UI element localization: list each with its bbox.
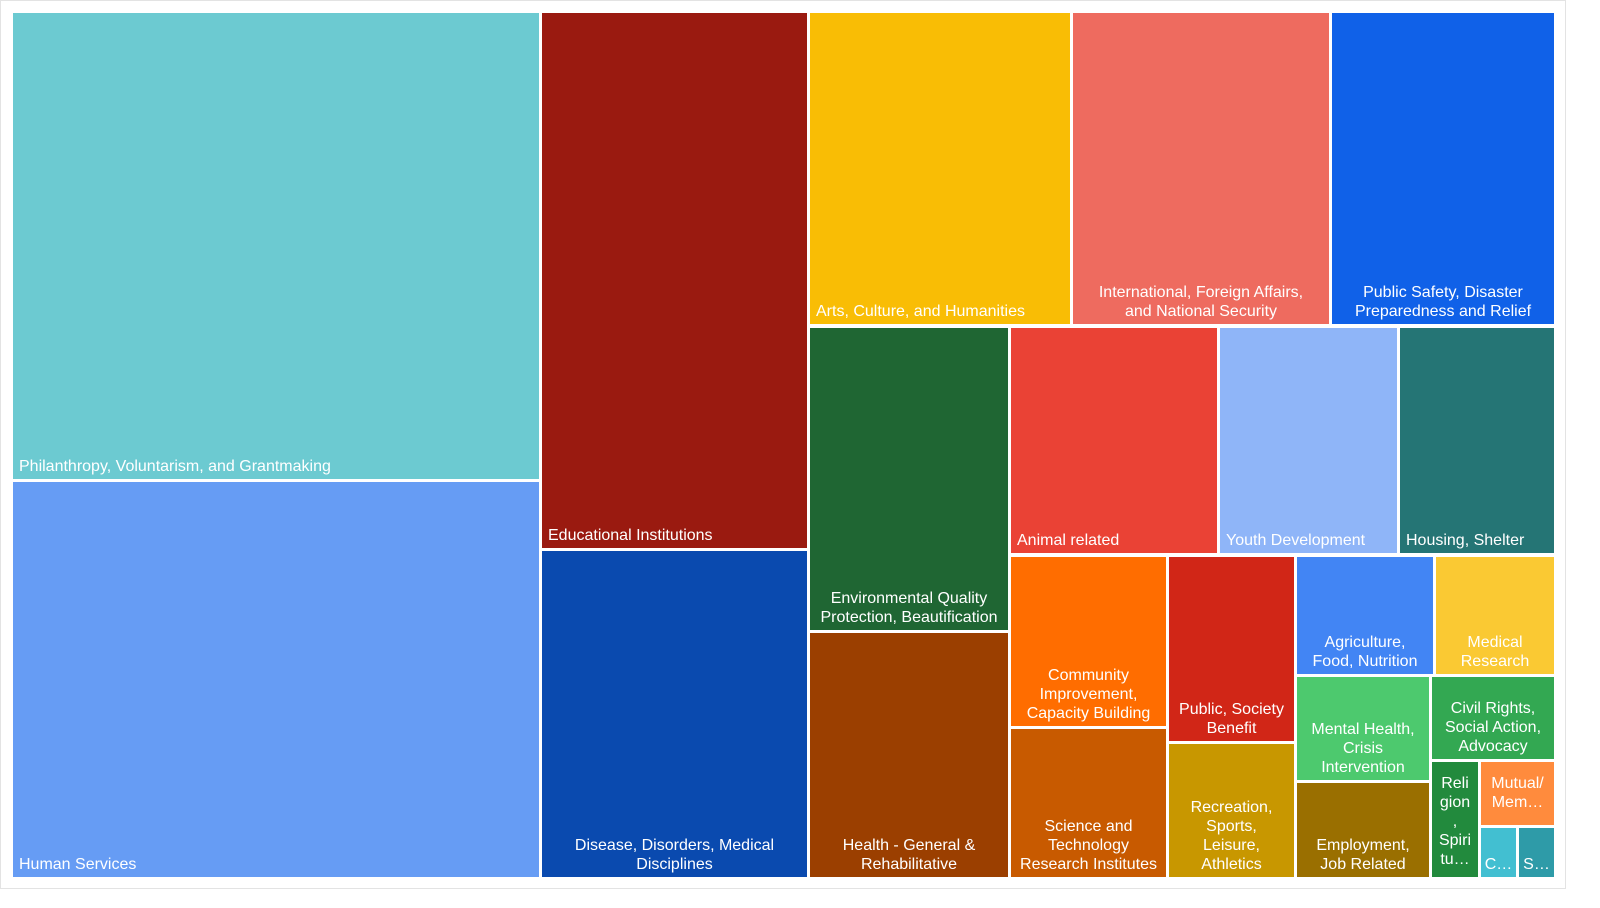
treemap-tile-rect: [1073, 13, 1329, 324]
treemap-tile-human-services[interactable]: Human Services: [13, 482, 539, 877]
treemap-tile-label: Human Services: [19, 856, 136, 873]
treemap-tile-label: Animal related: [1017, 532, 1119, 549]
treemap-tile-rect: [810, 633, 1008, 877]
treemap-tile-label: Employment, Job Related: [1316, 837, 1409, 873]
treemap-tile-rect: [1481, 762, 1554, 825]
treemap-tile-youth-development[interactable]: Youth Development: [1220, 328, 1397, 553]
treemap-tile-public-safety-disaster-preparedness-and-relief[interactable]: Public Safety, Disaster Preparedness and …: [1332, 13, 1554, 324]
treemap-tile-label: C…: [1485, 856, 1513, 873]
treemap-tile-rect: [1400, 328, 1554, 553]
treemap-tile-label: Community Improvement, Capacity Building: [1027, 667, 1151, 722]
treemap-tile-rect: [1011, 729, 1166, 877]
treemap-tile-rect: [1011, 557, 1166, 726]
treemap-tile-recreation-sports-leisure-athletics[interactable]: Recreation, Sports, Leisure, Athletics: [1169, 744, 1294, 877]
treemap-tile-label: Educational Institutions: [548, 527, 713, 544]
treemap-tile-civil-rights-social-action-advocacy[interactable]: Civil Rights, Social Action, Advocacy: [1432, 677, 1554, 759]
treemap-tile-rect: [13, 482, 539, 877]
treemap-tile-label: Mental Health, Crisis Intervention: [1311, 721, 1414, 776]
treemap-tile-rect: [1436, 557, 1554, 674]
treemap-tile-educational-institutions[interactable]: Educational Institutions: [542, 13, 807, 548]
treemap-tile-rect: [1432, 677, 1554, 759]
treemap-tile-label: Disease, Disorders, Medical Disciplines: [575, 837, 774, 873]
treemap-tile-health-general-rehabilitative[interactable]: Health - General & Rehabilitative: [810, 633, 1008, 877]
treemap-tile-rect: [1297, 557, 1433, 674]
treemap-tile-disease-disorders-medical-disciplines[interactable]: Disease, Disorders, Medical Disciplines: [542, 551, 807, 877]
treemap-tile-label: Environmental Quality Protection, Beautif…: [821, 590, 998, 626]
treemap-tile-mental-health-crisis-intervention[interactable]: Mental Health, Crisis Intervention: [1297, 677, 1429, 780]
treemap-tile-rect: [810, 13, 1070, 324]
treemap-tile-mutual-membership[interactable]: Mutual/Mem…: [1481, 762, 1554, 825]
treemap-tile-medical-research[interactable]: Medical Research: [1436, 557, 1554, 674]
treemap-chart: Philanthropy, Voluntarism, and Grantmaki…: [13, 13, 1554, 877]
treemap-tile-public-society-benefit[interactable]: Public, Society Benefit: [1169, 557, 1294, 741]
treemap-tile-rect: [810, 328, 1008, 630]
treemap-tile-rect: [542, 13, 807, 548]
treemap-tile-philanthropy-voluntarism-and-grantmaking[interactable]: Philanthropy, Voluntarism, and Grantmaki…: [13, 13, 539, 479]
treemap-tile-label: Mutual/Mem…: [1491, 775, 1544, 811]
treemap-tile-rect: [1220, 328, 1397, 553]
treemap-tile-community-improvement-capacity-building[interactable]: Community Improvement, Capacity Building: [1011, 557, 1166, 726]
treemap-tile-label: Recreation, Sports, Leisure, Athletics: [1191, 799, 1273, 873]
treemap-tile-employment-job-related[interactable]: Employment, Job Related: [1297, 783, 1429, 877]
treemap-tile-label: Agriculture, Food, Nutrition: [1313, 634, 1418, 670]
treemap-tile-rect: [1481, 828, 1516, 877]
treemap-tile-rect: [1297, 677, 1429, 780]
treemap-tile-rect: [1519, 828, 1554, 877]
treemap-tile-rect: [1011, 328, 1217, 553]
treemap-tile-rect: [1169, 744, 1294, 877]
treemap-tile-label: Civil Rights, Social Action, Advocacy: [1445, 700, 1541, 755]
treemap-tile-label: Public, Society Benefit: [1179, 701, 1284, 737]
treemap-tile-rect: [542, 551, 807, 877]
treemap-tile-label: International, Foreign Affairs, and Natio…: [1099, 284, 1303, 320]
treemap-tile-label: Philanthropy, Voluntarism, and Grantmaki…: [19, 458, 331, 475]
treemap-tile-rect: [1332, 13, 1554, 324]
treemap-tile-rect: [1169, 557, 1294, 741]
treemap-tile-rect: [1297, 783, 1429, 877]
treemap-tile-international-foreign-affairs-and-national-security[interactable]: International, Foreign Affairs, and Natio…: [1073, 13, 1329, 324]
treemap-tile-rect: [13, 13, 539, 479]
treemap-tile-label: S…: [1523, 856, 1550, 873]
treemap-tile-science-and-technology-research-institutes[interactable]: Science and Technology Research Institutes: [1011, 729, 1166, 877]
treemap-tile-label: Health - General & Rehabilitative: [843, 837, 976, 873]
treemap-tile-label: Housing, Shelter: [1406, 532, 1525, 549]
treemap-tile-label: Science and Technology Research Institutes: [1020, 818, 1157, 873]
treemap-tile-religion-spirituality[interactable]: Reli gion, Spiri tu…: [1432, 762, 1478, 877]
treemap-tile-label: Public Safety, Disaster Preparedness and …: [1355, 284, 1532, 320]
treemap-tile-label: Youth Development: [1226, 532, 1366, 549]
treemap-tile-s[interactable]: S…: [1519, 828, 1554, 877]
treemap-tile-animal-related[interactable]: Animal related: [1011, 328, 1217, 553]
treemap-tile-label: Reli gion, Spiri tu…: [1439, 775, 1471, 868]
treemap-tile-label: Arts, Culture, and Humanities: [816, 303, 1025, 320]
treemap-tile-environmental-quality-protection-beautification[interactable]: Environmental Quality Protection, Beautif…: [810, 328, 1008, 630]
treemap-tile-label: Medical Research: [1461, 634, 1529, 670]
treemap-tile-agriculture-food-nutrition[interactable]: Agriculture, Food, Nutrition: [1297, 557, 1433, 674]
treemap-tile-rect: [1432, 762, 1478, 877]
treemap-tile-c[interactable]: C…: [1481, 828, 1516, 877]
treemap-tile-arts-culture-and-humanities[interactable]: Arts, Culture, and Humanities: [810, 13, 1070, 324]
chart-frame: Philanthropy, Voluntarism, and Grantmaki…: [0, 0, 1566, 889]
treemap-tile-housing-shelter[interactable]: Housing, Shelter: [1400, 328, 1554, 553]
